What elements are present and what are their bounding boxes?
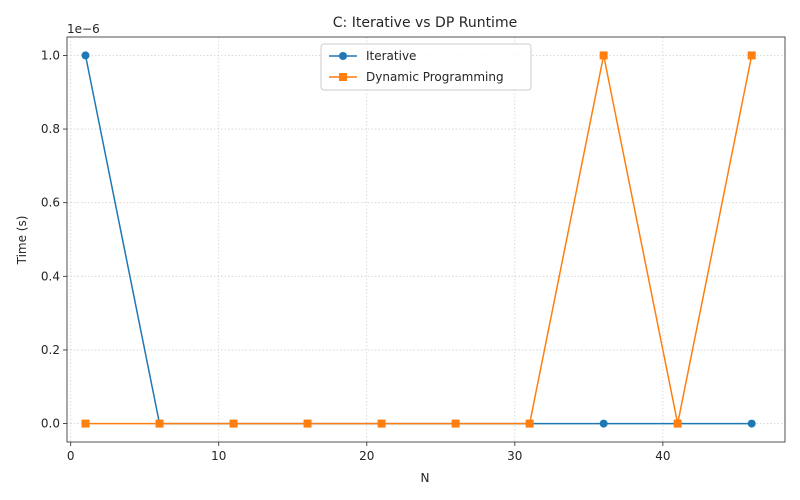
x-tick-label: 40 — [655, 449, 670, 463]
legend: Iterative Dynamic Programming — [320, 43, 532, 91]
data-point-square — [451, 419, 460, 428]
y-offset-text: 1e−6 — [67, 22, 100, 36]
data-point-square — [599, 51, 608, 60]
x-tick-label: 0 — [67, 449, 75, 463]
y-tick-label: 0.0 — [41, 417, 60, 431]
plot-frame — [66, 36, 786, 443]
series-layer — [81, 51, 756, 428]
data-point-circle — [747, 419, 756, 428]
legend-marker-square — [339, 73, 347, 81]
y-tick-label: 0.8 — [41, 122, 60, 136]
y-tick-label: 0.2 — [41, 343, 60, 357]
legend-label: Iterative — [366, 49, 416, 63]
series-line-1 — [84, 55, 752, 425]
data-point-square — [525, 419, 534, 428]
data-point-square — [673, 419, 682, 428]
y-tick-label: 1.0 — [41, 48, 60, 62]
x-tick-label: 10 — [211, 449, 226, 463]
legend-label: Dynamic Programming — [366, 70, 504, 84]
ticks: 0 10 20 30 40 0.0 0.2 0.4 0.6 0.8 1.0 — [41, 48, 671, 463]
grid — [67, 37, 785, 442]
series-line-2 — [85, 54, 753, 425]
data-point-circle — [599, 419, 608, 428]
data-point-circle — [81, 51, 90, 60]
chart-title: C: Iterative vs DP Runtime — [333, 15, 517, 31]
data-point-square — [155, 419, 164, 428]
x-tick-label: 20 — [359, 449, 374, 463]
y-axis-title: Time (s) — [15, 216, 29, 266]
data-point-square — [229, 419, 238, 428]
data-point-square — [303, 419, 312, 428]
legend-box — [320, 43, 532, 91]
data-point-square — [377, 419, 386, 428]
data-point-square — [747, 51, 756, 60]
x-axis-title: N — [421, 471, 430, 485]
data-point-square — [81, 419, 90, 428]
y-tick-label: 0.4 — [41, 269, 60, 283]
legend-marker-circle — [339, 52, 347, 60]
y-tick-label: 0.6 — [41, 196, 60, 210]
x-tick-label: 30 — [507, 449, 522, 463]
